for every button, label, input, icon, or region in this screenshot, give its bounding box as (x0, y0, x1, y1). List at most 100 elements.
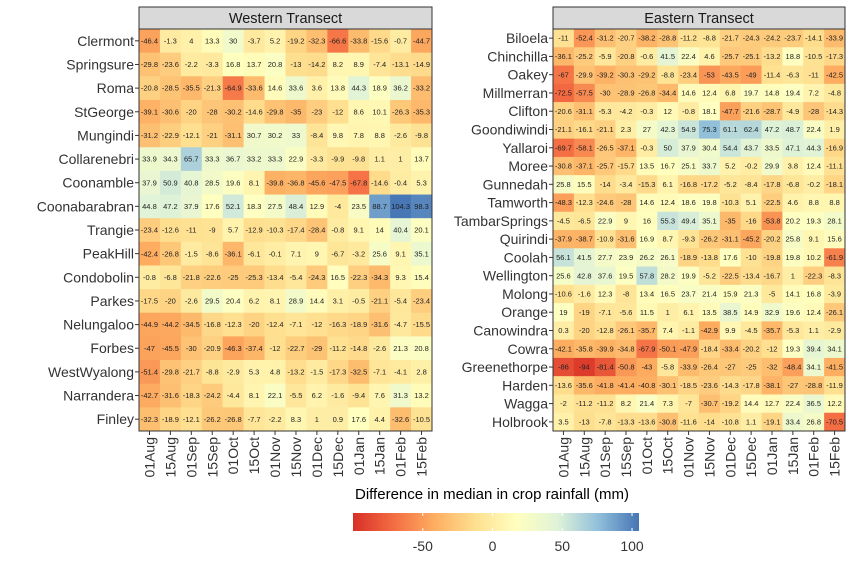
column-label: 15Dec (330, 437, 346, 477)
heatmap-cell (782, 83, 804, 103)
cell-value-label: 49.4 (681, 216, 696, 225)
cell-value-label: -13.3 (617, 417, 634, 426)
heatmap-cell (369, 99, 391, 124)
cell-value-label: 25.1 (681, 162, 696, 171)
cell-value-label: -26.5 (597, 143, 614, 152)
cell-value-label: -28.4 (308, 226, 325, 235)
cell-value-label: -26.1 (826, 308, 843, 317)
cell-value-label: -53.8 (763, 216, 780, 225)
heatmap-cell (390, 194, 412, 219)
heatmap-cell (411, 123, 433, 148)
cell-value-label: -28.8 (805, 381, 822, 390)
heatmap-cell (327, 123, 349, 148)
cell-value-label: -18.4 (701, 344, 718, 353)
heatmap-cell (180, 147, 203, 172)
cell-value-label: -32.6 (392, 415, 409, 424)
heatmap-cell (761, 138, 783, 158)
cell-value-label: -50.8 (617, 363, 634, 372)
row-label: Molong (502, 286, 548, 302)
cell-value-label: -25 (228, 273, 239, 282)
cell-value-label: -28.7 (763, 107, 780, 116)
heatmap-cell (678, 65, 700, 85)
heatmap-cell (180, 99, 203, 124)
heatmap-cell (285, 218, 307, 243)
cell-value-label: 19.8 (702, 198, 717, 207)
heatmap-cell (594, 175, 616, 194)
cell-value-label: -15.3 (638, 180, 655, 189)
heatmap-cell (180, 76, 203, 101)
cell-value-label: -21.7 (183, 367, 200, 376)
cell-value-label: 8.3 (291, 415, 301, 424)
cell-value-label: -1.1 (682, 326, 695, 335)
cell-value-label: 20.2 (786, 216, 801, 225)
heatmap-cell (740, 156, 762, 176)
heatmap-cell (306, 29, 328, 53)
heatmap-cell (411, 99, 433, 124)
heatmap-cell (594, 284, 616, 304)
heatmap-cell (740, 303, 762, 322)
heatmap-cell (719, 65, 742, 85)
cell-value-label: -20.8 (141, 84, 158, 93)
cell-value-label: -12.1 (183, 131, 200, 140)
heatmap-cell (264, 241, 286, 266)
heatmap-cell (657, 376, 679, 395)
heatmap-cell (159, 336, 182, 361)
heatmap-cell (159, 407, 182, 432)
heatmap-cell (348, 147, 370, 172)
heatmap-cell (369, 123, 391, 148)
cell-value-label: -34.5 (183, 320, 200, 329)
heatmap-cell (573, 83, 596, 103)
heatmap-cell (573, 321, 596, 340)
cell-value-label: 8.2 (621, 399, 631, 408)
cell-value-label: -1.5 (310, 367, 323, 376)
column-label: 01Aug (555, 437, 571, 477)
heatmap-cell (201, 29, 224, 53)
heatmap-cell (824, 102, 846, 121)
heatmap-cell (699, 248, 721, 267)
cell-value-label: 13.4 (640, 290, 655, 299)
cell-value-label: -17.5 (141, 297, 158, 306)
heatmap-cell (573, 47, 596, 66)
cell-value-label: -39.8 (266, 178, 283, 187)
heatmap-cell (327, 265, 349, 290)
heatmap-cell (740, 120, 762, 139)
cell-value-label: 36.7 (226, 155, 241, 164)
heatmap-cell (782, 412, 804, 432)
cell-value-label: 33.3 (205, 155, 220, 164)
heatmap-cell (782, 138, 804, 158)
heatmap-cell (615, 303, 637, 322)
cell-value-label: -16 (746, 216, 757, 225)
cell-value-label: -2 (560, 399, 567, 408)
cell-value-label: 12.4 (806, 308, 821, 317)
cell-value-label: -0.5 (352, 297, 365, 306)
cell-value-label: -16.8 (680, 180, 697, 189)
cell-value-label: -14.3 (826, 107, 843, 116)
cell-value-label: 14.6 (681, 89, 696, 98)
cell-value-label: 5.7 (228, 226, 238, 235)
cell-value-label: -20 (579, 326, 590, 335)
cell-value-label: 29.5 (205, 297, 220, 306)
heatmap-cell (678, 102, 700, 121)
heatmap-cell (636, 65, 658, 85)
cell-value-label: 23.9 (619, 253, 634, 262)
heatmap-cell (594, 47, 616, 66)
cell-value-label: -33.4 (722, 344, 739, 353)
cell-value-label: -0.3 (640, 143, 653, 152)
column-label: 01Dec (722, 437, 738, 477)
cell-value-label: 1 (791, 271, 795, 280)
heatmap-cell (678, 339, 700, 359)
cell-value-label: 18.3 (247, 202, 262, 211)
cell-value-label: -33.8 (350, 36, 367, 45)
cell-value-label: -22.6 (204, 273, 221, 282)
heatmap-cell (594, 83, 616, 103)
heatmap-cell (699, 47, 721, 66)
cell-value-label: -27 (787, 381, 798, 390)
heatmap-cell (285, 360, 307, 385)
cell-value-label: 13.5 (702, 308, 717, 317)
cell-value-label: 15.6 (827, 235, 842, 244)
cell-value-label: -4.4 (227, 391, 240, 400)
cell-value-label: 98.3 (414, 202, 429, 211)
heatmap-cell (306, 99, 328, 124)
cell-value-label: -44.7 (413, 36, 430, 45)
heatmap-cell (180, 241, 203, 266)
